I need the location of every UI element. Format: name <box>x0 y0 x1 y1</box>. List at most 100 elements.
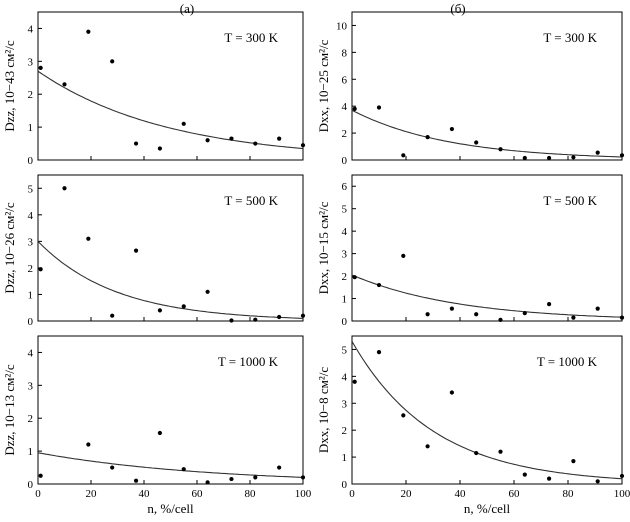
data-point <box>133 141 139 146</box>
temperature-label: T = 1000 K <box>537 354 598 369</box>
x-axis-label: n, %/cell <box>147 501 194 516</box>
data-point <box>619 315 625 320</box>
data-point <box>376 105 382 110</box>
data-point <box>110 59 115 64</box>
y-tick-label: 5 <box>342 344 348 356</box>
data-point <box>133 248 139 253</box>
data-point <box>571 315 576 320</box>
y-tick-label: 4 <box>28 210 34 222</box>
y-axis-label: Dzz, 10−13 см²/с <box>2 364 17 456</box>
y-tick-label: 4 <box>342 371 348 383</box>
data-point <box>522 155 527 161</box>
y-tick-label: 4 <box>342 226 348 238</box>
x-tick-label: 20 <box>86 488 98 500</box>
y-tick-label: 2 <box>28 263 34 275</box>
x-tick-label: 40 <box>139 488 151 500</box>
data-point <box>133 478 139 483</box>
x-tick-label: 80 <box>245 488 257 500</box>
y-tick-label: 3 <box>342 398 348 410</box>
y-tick-label: 3 <box>342 249 348 261</box>
data-point <box>376 350 382 355</box>
data-point <box>181 121 186 126</box>
data-point <box>38 65 43 71</box>
data-point <box>352 275 357 280</box>
plot-frame <box>351 174 623 322</box>
data-point <box>253 317 258 322</box>
data-point <box>62 82 67 87</box>
data-point <box>595 479 600 484</box>
data-point <box>401 153 406 158</box>
y-tick-label: 1 <box>28 122 34 134</box>
y-axis-label: Dzz, 10−43 см²/с <box>2 40 17 132</box>
data-point <box>205 289 210 294</box>
y-axis-label: Dxx, 10−8 см²/с <box>316 367 331 453</box>
panel-b-bottom: 0 1 2 3 4 5 0 20 40 60 80 100 T = 1000 K Dxx, 10−8 см… <box>316 335 630 516</box>
data-point <box>300 143 306 148</box>
column-label-b: (б) <box>450 1 465 16</box>
data-point <box>86 442 91 447</box>
data-point <box>229 476 234 482</box>
y-tick-label: 4 <box>28 23 34 35</box>
y-axis-label: Dxx, 10−15 см²/с <box>316 201 331 294</box>
data-point <box>181 304 186 309</box>
data-point <box>277 136 282 141</box>
data-point <box>449 306 454 311</box>
data-point <box>401 253 406 258</box>
plot-frame <box>351 11 623 161</box>
data-point <box>595 306 600 311</box>
y-tick-label: 10 <box>336 20 348 32</box>
data-point <box>277 314 282 320</box>
y-tick-label: 3 <box>28 56 34 68</box>
data-point <box>38 473 43 478</box>
data-point <box>571 155 576 160</box>
data-point <box>157 146 162 151</box>
x-tick-label: 20 <box>401 488 413 500</box>
y-tick-label: 2 <box>28 413 34 425</box>
data-point <box>157 308 162 313</box>
data-point <box>376 282 382 288</box>
data-point <box>86 236 91 241</box>
data-point <box>86 29 91 34</box>
temperature-label: T = 300 K <box>543 30 597 45</box>
data-point <box>253 475 258 480</box>
y-tick-label: 3 <box>28 380 34 392</box>
y-tick-label: 1 <box>28 289 34 301</box>
data-point <box>157 430 162 436</box>
temperature-label: T = 300 K <box>224 30 278 45</box>
data-point <box>449 390 454 395</box>
x-tick-label: 100 <box>614 488 630 500</box>
fit-curve <box>351 274 623 318</box>
data-point <box>522 472 527 477</box>
y-tick-label: 1 <box>342 294 348 306</box>
data-point <box>62 186 67 191</box>
data-point <box>181 467 186 472</box>
data-point <box>300 475 306 480</box>
y-tick-label: 6 <box>342 74 348 86</box>
y-axis-label: Dxx, 10−25 см²/с <box>316 39 331 132</box>
panel-b-middle: 0 1 2 3 4 5 6 T = 500 K Dxx, 10−15 см²/с <box>316 174 625 328</box>
data-point <box>253 141 258 146</box>
data-point <box>449 126 454 132</box>
data-point <box>474 140 479 145</box>
data-point <box>300 313 306 318</box>
data-point <box>425 312 430 317</box>
panel-a-middle: 0 1 2 3 4 5 T = 500 K Dzz, 10−26 см²/с <box>2 174 306 328</box>
y-tick-label: 4 <box>28 347 34 359</box>
y-tick-label: 0 <box>28 316 34 328</box>
data-point <box>595 150 600 155</box>
data-point <box>619 153 625 158</box>
temperature-label: T = 1000 K <box>218 354 279 369</box>
fit-curve <box>351 341 623 480</box>
x-tick-label: 60 <box>192 488 204 500</box>
data-point <box>498 147 503 152</box>
data-point <box>571 459 576 464</box>
y-tick-label: 4 <box>342 101 348 113</box>
panel-a-top: 0 1 2 3 4 T = 300 K Dzz, 10−43 см²/с <box>2 11 306 167</box>
data-point <box>547 476 552 481</box>
y-tick-label: 1 <box>342 452 348 464</box>
fit-curve <box>37 241 303 319</box>
data-point <box>277 465 282 470</box>
y-tick-label: 1 <box>28 446 34 458</box>
x-axis-label: n, %/cell <box>464 501 511 516</box>
